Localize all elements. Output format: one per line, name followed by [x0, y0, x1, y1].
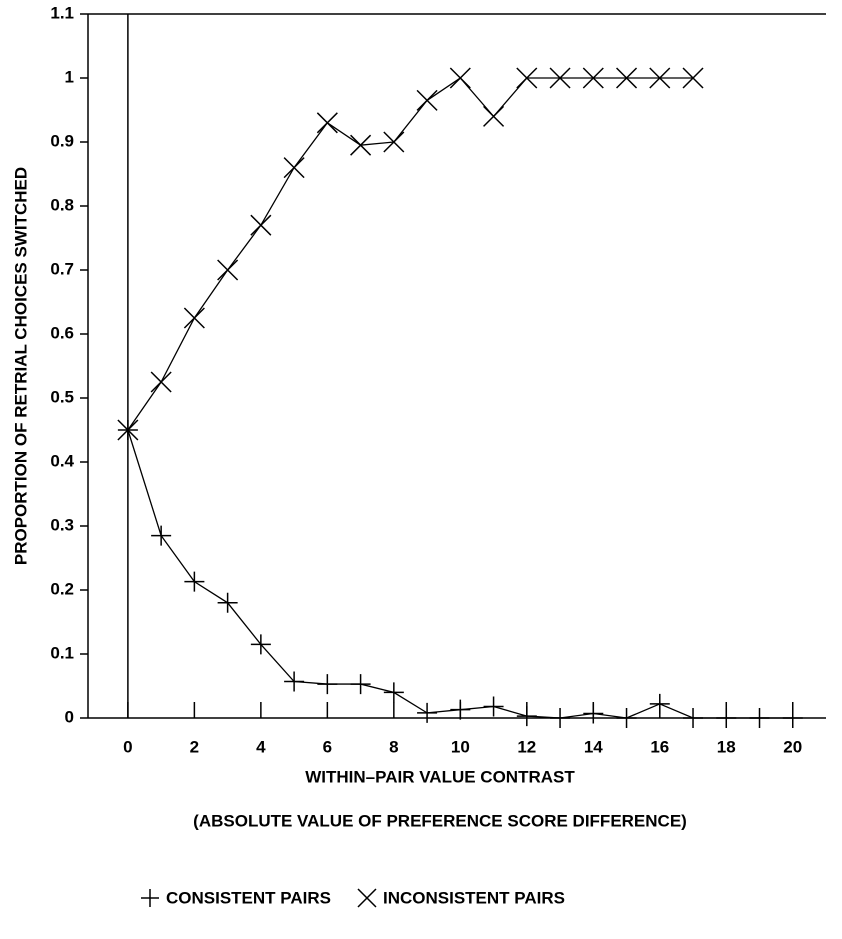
y-tick-label: 1.1 [50, 3, 74, 22]
cross-marker [616, 67, 638, 89]
plus-marker [383, 682, 404, 703]
legend-marker [141, 889, 159, 907]
y-tick-label: 0.7 [50, 259, 74, 278]
x-tick-label: 8 [389, 737, 398, 756]
x-tick-label: 12 [517, 737, 536, 756]
cross-marker [350, 134, 372, 156]
y-tick-label: 0.4 [50, 451, 74, 470]
x-tick-label: 14 [584, 737, 603, 756]
x-tick-label: 0 [123, 737, 132, 756]
cross-marker [383, 131, 405, 153]
y-tick-label: 0.9 [50, 131, 74, 150]
x-tick-label: 10 [451, 737, 470, 756]
plus-marker [284, 671, 305, 692]
legend-marker [357, 888, 377, 908]
y-axis-label: PROPORTION OF RETRIAL CHOICES SWITCHED [11, 167, 30, 565]
plus-marker [550, 708, 571, 728]
cross-marker [682, 67, 704, 89]
plus-marker [749, 708, 770, 728]
cross-marker [582, 67, 604, 89]
cross-marker [316, 112, 338, 134]
cross-marker [217, 259, 239, 281]
legend-label: INCONSISTENT PAIRS [383, 888, 565, 907]
plus-marker [217, 592, 238, 613]
plus-marker [417, 702, 438, 723]
cross-marker [483, 105, 505, 127]
x-tick-label: 18 [717, 737, 736, 756]
plus-marker [716, 708, 737, 728]
y-tick-label: 0.2 [50, 579, 74, 598]
plus-marker [649, 693, 670, 714]
legend-label: CONSISTENT PAIRS [166, 888, 331, 907]
series-line [127, 429, 793, 719]
cross-marker [549, 67, 571, 89]
plus-marker [450, 699, 471, 720]
cross-marker [649, 67, 671, 89]
plus-marker [483, 696, 504, 717]
plus-marker [151, 525, 172, 546]
plus-marker [683, 708, 704, 728]
plus-marker [516, 706, 537, 727]
y-tick-label: 0.1 [50, 643, 74, 662]
plus-marker [782, 708, 803, 728]
y-tick-label: 0.5 [50, 387, 74, 406]
x-tick-label: 16 [650, 737, 669, 756]
x-axis-label: (ABSOLUTE VALUE OF PREFERENCE SCORE DIFF… [193, 811, 687, 830]
y-tick-label: 0.3 [50, 515, 74, 534]
cross-marker [250, 214, 272, 236]
cross-marker [283, 157, 305, 179]
x-tick-label: 4 [256, 737, 266, 756]
y-tick-label: 0 [65, 707, 74, 726]
x-tick-label: 20 [783, 737, 802, 756]
plus-marker [250, 634, 271, 655]
cross-marker [150, 371, 172, 393]
series-line [127, 77, 694, 431]
plus-marker [583, 703, 604, 724]
cross-marker [183, 307, 205, 329]
y-tick-label: 0.6 [50, 323, 74, 342]
plus-marker [616, 708, 637, 728]
y-tick-label: 1 [65, 67, 74, 86]
x-tick-label: 2 [190, 737, 199, 756]
cross-marker [516, 67, 538, 89]
plus-marker [184, 571, 205, 592]
cross-marker [117, 419, 139, 441]
x-tick-label: 6 [323, 737, 332, 756]
plus-marker [317, 674, 338, 695]
plus-marker [350, 674, 371, 695]
x-axis-label: WITHIN–PAIR VALUE CONTRAST [305, 767, 575, 786]
y-tick-label: 0.8 [50, 195, 74, 214]
cross-marker [449, 67, 471, 89]
cross-marker [416, 89, 438, 111]
